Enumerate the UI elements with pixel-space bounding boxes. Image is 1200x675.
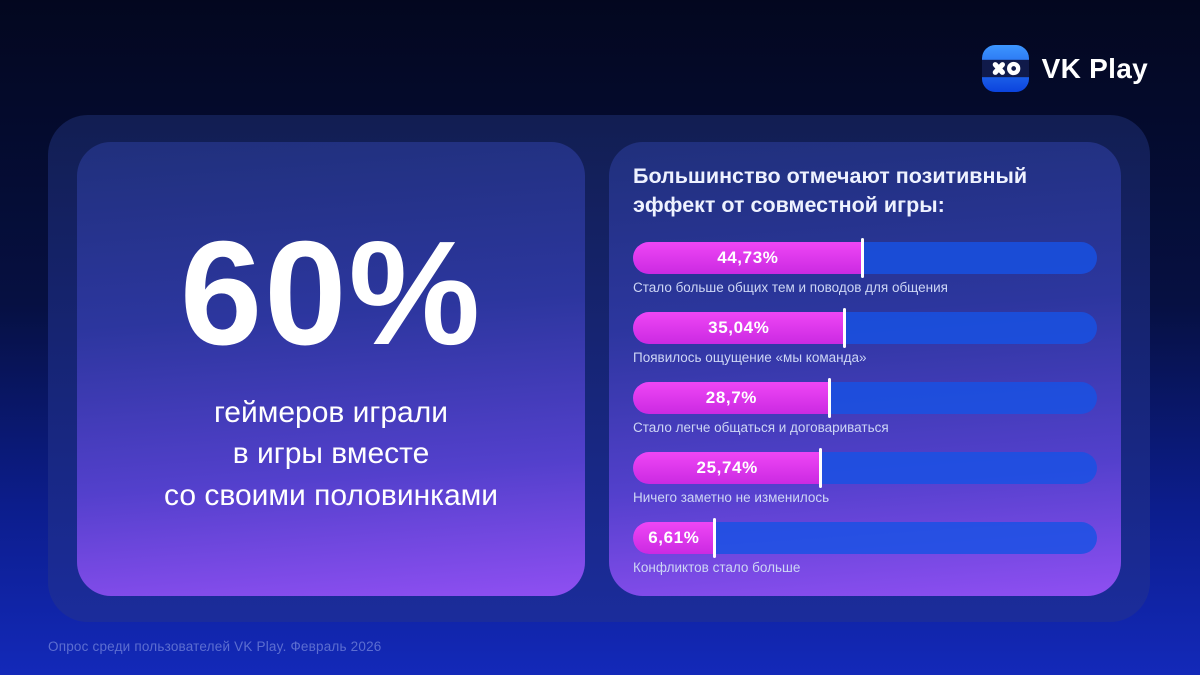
- bar-caption: Появилось ощущение «мы команда»: [633, 350, 867, 366]
- stat-value: 60%: [179, 211, 483, 376]
- bar-track: 35,04%: [633, 308, 1097, 349]
- bar-caption: Ничего заметно не изменилось: [633, 490, 830, 506]
- bar-value: 25,74%: [696, 458, 758, 478]
- brand-lockup: VK Play: [981, 45, 1148, 92]
- bar-fill: 6,61%: [633, 521, 715, 554]
- bar-caption: Конфликтов стало больше: [633, 559, 801, 575]
- bar-track: 44,73%: [633, 238, 1097, 279]
- bar-track: 28,7%: [633, 378, 1097, 419]
- chart-title: Большинство отмечают позитивный эффект о…: [633, 162, 1097, 220]
- bar-value: 35,04%: [708, 318, 770, 338]
- vkplay-xo-icon: [981, 45, 1029, 92]
- bar-row: 35,04% Появилось ощущение «мы команда»: [633, 308, 1097, 367]
- bar-divider: [827, 378, 831, 419]
- stat-card: 60% геймеров играли в игры вместе со сво…: [77, 142, 585, 596]
- chart-title-line2: эффект от совместной игры:: [633, 193, 945, 218]
- bar-fill: 44,73%: [633, 242, 863, 275]
- bar-row: 6,61% Конфликтов стало больше: [633, 517, 1097, 577]
- bar-track: 6,61%: [633, 517, 1097, 558]
- stat-caption-line1: геймеров играли: [213, 396, 448, 429]
- bar-caption: Стало легче общаться и договариваться: [633, 420, 889, 436]
- brand-name: VK Play: [1041, 52, 1148, 84]
- bar-row: 25,74% Ничего заметно не изменилось: [633, 448, 1097, 507]
- bar-track: 25,74%: [633, 448, 1097, 489]
- chart-title-line1: Большинство отмечают позитивный: [633, 164, 1028, 188]
- bar-row: 28,7% Стало легче общаться и договариват…: [633, 378, 1097, 437]
- bar-value: 44,73%: [717, 248, 779, 268]
- bar-divider: [842, 308, 846, 349]
- bar-fill: 25,74%: [633, 452, 822, 485]
- bars-list: 44,73% Стало больше общих тем и поводов …: [633, 238, 1097, 577]
- bar-divider: [712, 517, 716, 558]
- bar-caption: Стало больше общих тем и поводов для общ…: [633, 280, 948, 296]
- stat-caption: геймеров играли в игры вместе со своими …: [164, 392, 498, 516]
- bar-divider: [860, 238, 864, 279]
- bar-value: 28,7%: [705, 388, 757, 408]
- content-panel: 60% геймеров играли в игры вместе со сво…: [48, 115, 1150, 622]
- stat-caption-line3: со своими половинками: [163, 478, 499, 512]
- bar-row: 44,73% Стало больше общих тем и поводов …: [633, 238, 1097, 297]
- bar-value: 6,61%: [648, 527, 700, 547]
- source-note: Опрос среди пользователей VK Play. Февра…: [48, 639, 382, 654]
- bar-fill: 35,04%: [633, 312, 845, 345]
- bar-fill: 28,7%: [633, 382, 830, 415]
- stat-caption-line2: в игры вместе: [232, 437, 430, 471]
- chart-card: Большинство отмечают позитивный эффект о…: [609, 142, 1121, 596]
- bar-divider: [819, 448, 823, 489]
